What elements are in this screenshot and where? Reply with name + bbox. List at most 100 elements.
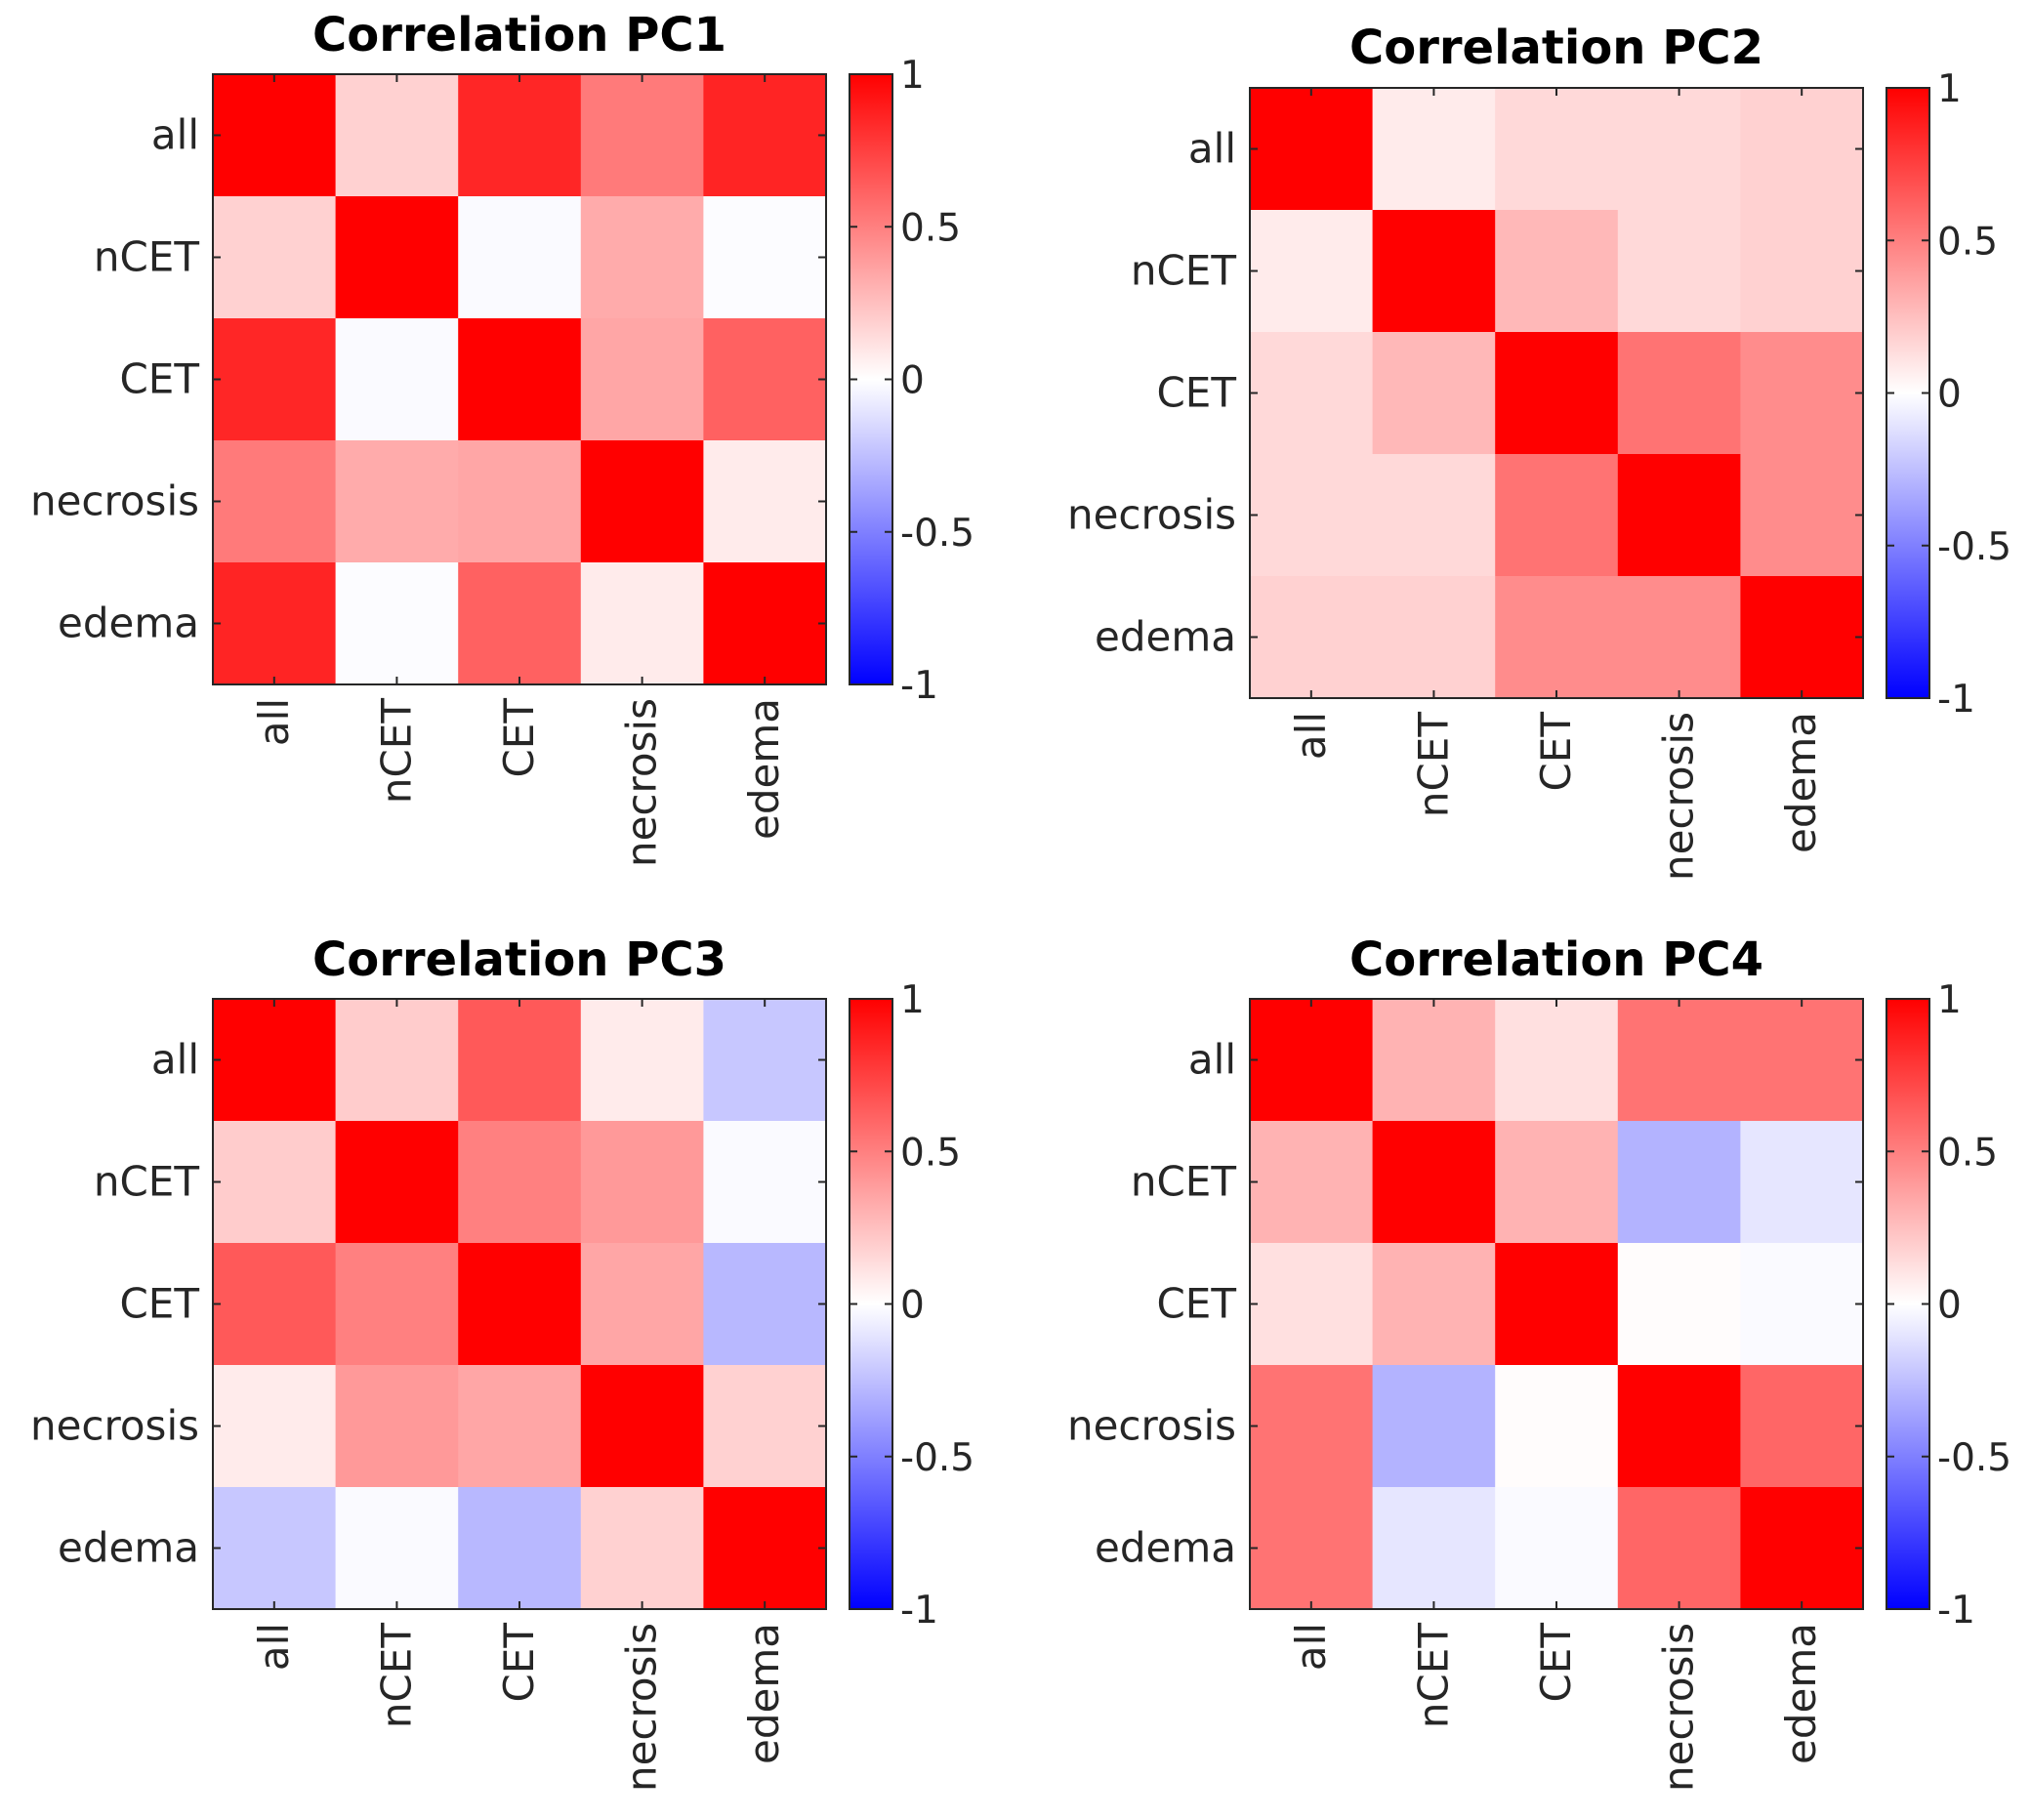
heatmap-cell-all-necrosis [1617, 88, 1741, 211]
heatmap-cell-all-nCET [1372, 999, 1496, 1122]
heatmap-cell-nCET-all [1250, 1121, 1374, 1244]
y-tick-label-nCET: nCET [1131, 1158, 1236, 1206]
heatmap-cell-edema-all [1250, 576, 1374, 699]
heatmap-cell-CET-nCET [335, 318, 459, 441]
heatmap-cell-all-necrosis [580, 999, 704, 1122]
y-tick-label-CET: CET [1156, 1280, 1236, 1328]
heatmap-cell-all-necrosis [580, 74, 704, 197]
x-tick-label-necrosis: necrosis [1655, 1623, 1703, 1792]
y-tick-label-edema: edema [58, 1524, 199, 1572]
heatmap-cell-necrosis-edema [703, 1365, 827, 1488]
heatmap-cell-CET-edema [703, 1243, 827, 1366]
x-tick-label-CET: CET [495, 698, 543, 778]
heatmap-cell-edema-all [1250, 1487, 1374, 1610]
x-tick-label-necrosis: necrosis [1655, 712, 1703, 881]
colorbar-tick-label: -0.5 [1937, 1436, 2011, 1480]
heatmap-cell-CET-all [1250, 332, 1374, 455]
heatmap-cell-necrosis-necrosis [1617, 1365, 1741, 1488]
colorbar-tick-label: 0 [1937, 1284, 1962, 1328]
heatmap-cell-necrosis-all [213, 440, 337, 563]
heatmap-cell-nCET-edema [703, 1121, 827, 1244]
heatmap-panel-1: Correlation PC1 all nCET CET necrosis edema al… [30, 8, 974, 867]
x-tick-label-nCET: nCET [1409, 1623, 1457, 1728]
heatmap-cell-all-CET [458, 74, 582, 197]
heatmap-cell-necrosis-nCET [335, 1365, 459, 1488]
heatmap-cell-all-nCET [335, 74, 459, 197]
heatmap-cell-all-CET [1495, 999, 1619, 1122]
heatmap-cell-all-edema [1740, 999, 1864, 1122]
heatmap-cell-nCET-all [213, 1121, 337, 1244]
heatmap-cell-all-all [1250, 88, 1374, 211]
heatmap-cell-necrosis-edema [703, 440, 827, 563]
heatmap-cell-necrosis-necrosis [580, 1365, 704, 1488]
heatmap-cell-all-all [213, 999, 337, 1122]
colorbar-tick-label: 1 [1937, 978, 1962, 1022]
heatmap-cell-all-edema [703, 74, 827, 197]
y-tick-label-CET: CET [119, 1280, 199, 1328]
heatmap-cell-edema-CET [458, 1487, 582, 1610]
x-tick-label-all: all [1287, 712, 1335, 760]
x-tick-label-nCET: nCET [372, 1623, 420, 1728]
heatmap-cell-nCET-nCET [335, 1121, 459, 1244]
heatmap-cell-CET-CET [458, 1243, 582, 1366]
heatmap-cell-nCET-necrosis [1617, 210, 1741, 333]
heatmap-cell-all-all [1250, 999, 1374, 1122]
heatmap-cell-nCET-CET [458, 1121, 582, 1244]
heatmap-cell-edema-CET [458, 562, 582, 685]
x-tick-label-CET: CET [1532, 1623, 1580, 1703]
heatmap-cell-necrosis-all [1250, 454, 1374, 577]
heatmap-cell-all-nCET [1372, 88, 1496, 211]
heatmap-cell-edema-nCET [1372, 1487, 1496, 1610]
heatmap-cell-nCET-CET [1495, 210, 1619, 333]
heatmap-cell-all-edema [1740, 88, 1864, 211]
x-tick-label-CET: CET [1532, 712, 1580, 792]
heatmap-cell-nCET-CET [1495, 1121, 1619, 1244]
y-tick-label-all: all [1188, 1036, 1236, 1084]
x-tick-label-all: all [250, 1623, 298, 1671]
heatmap-cell-edema-all [213, 562, 337, 685]
heatmap-cell-necrosis-CET [458, 440, 582, 563]
heatmap-cell-nCET-all [1250, 210, 1374, 333]
y-tick-label-nCET: nCET [1131, 247, 1236, 295]
heatmap-cell-nCET-nCET [335, 196, 459, 319]
colorbar-tick-label: 0 [900, 359, 925, 403]
heatmap-cell-CET-nCET [335, 1243, 459, 1366]
heatmap-cell-all-nCET [335, 999, 459, 1122]
heatmap-cell-CET-necrosis [1617, 1243, 1741, 1366]
heatmap-cell-edema-necrosis [580, 562, 704, 685]
heatmap-cell-edema-necrosis [1617, 1487, 1741, 1610]
heatmap-cell-edema-edema [703, 1487, 827, 1610]
colorbar-tick-label: -1 [1937, 678, 1975, 722]
heatmap-cell-all-necrosis [1617, 999, 1741, 1122]
heatmap-cell-edema-nCET [335, 1487, 459, 1610]
heatmap-cell-necrosis-necrosis [580, 440, 704, 563]
colorbar-tick-label: -1 [1937, 1589, 1975, 1633]
heatmap-cell-edema-edema [703, 562, 827, 685]
y-tick-label-nCET: nCET [94, 1158, 199, 1206]
heatmap-cell-edema-necrosis [1617, 576, 1741, 699]
chart-title: Correlation PC2 [1349, 21, 1763, 75]
heatmap-cell-necrosis-all [213, 1365, 337, 1488]
y-tick-label-CET: CET [119, 355, 199, 403]
y-tick-label-necrosis: necrosis [30, 477, 199, 525]
heatmap-cell-edema-edema [1740, 1487, 1864, 1610]
x-tick-label-edema: edema [1777, 1623, 1825, 1764]
heatmap-cell-necrosis-edema [1740, 1365, 1864, 1488]
heatmap-cell-nCET-necrosis [1617, 1121, 1741, 1244]
colorbar-tick-label: 0.5 [1937, 1131, 1998, 1175]
heatmap-cell-CET-CET [458, 318, 582, 441]
heatmap-cell-edema-all [213, 1487, 337, 1610]
heatmap-cell-CET-necrosis [580, 1243, 704, 1366]
x-tick-label-CET: CET [495, 1623, 543, 1703]
colorbar-tick-label: 0 [900, 1284, 925, 1328]
heatmap-cell-necrosis-nCET [335, 440, 459, 563]
y-tick-label-edema: edema [1095, 1524, 1236, 1572]
heatmap-cell-edema-CET [1495, 576, 1619, 699]
x-tick-label-necrosis: necrosis [618, 1623, 666, 1792]
heatmap-cell-edema-CET [1495, 1487, 1619, 1610]
heatmap-panel-3: Correlation PC3 all nCET CET necrosis edema al… [30, 932, 974, 1792]
heatmap-cell-nCET-CET [458, 196, 582, 319]
y-tick-label-necrosis: necrosis [1067, 491, 1236, 539]
x-tick-label-nCET: nCET [1409, 712, 1457, 817]
